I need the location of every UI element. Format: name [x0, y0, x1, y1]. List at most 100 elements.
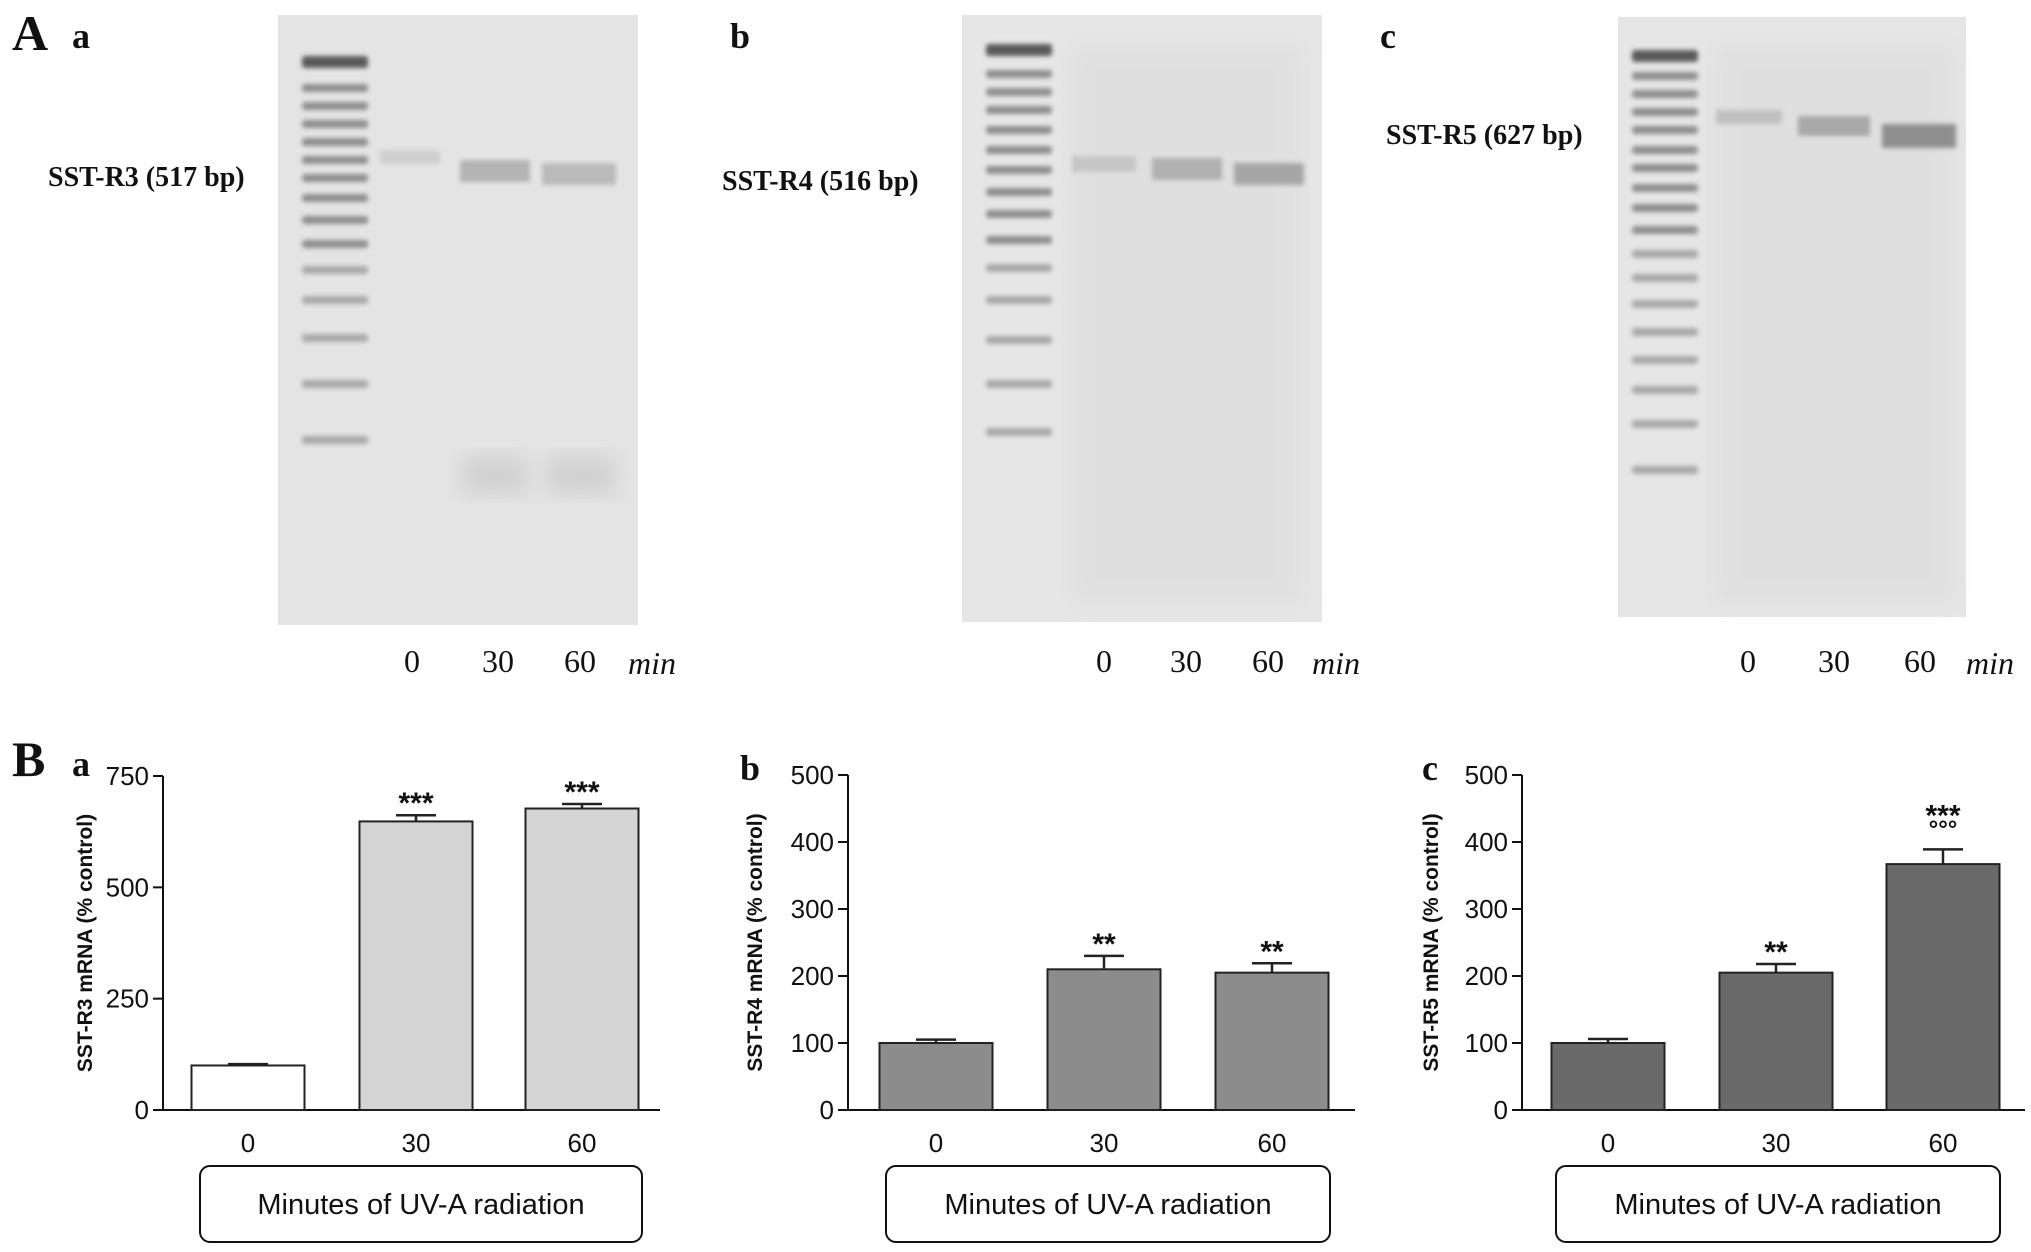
ladder-band — [1632, 72, 1698, 80]
ladder-band — [1632, 226, 1698, 234]
y-tick-label: 0 — [820, 1095, 834, 1125]
gel-b-lane-30: 30 — [1170, 643, 1202, 679]
ladder-band — [302, 56, 368, 68]
gel-panel-b: b SST-R4 (516 bp) 0 30 60 min — [722, 15, 1360, 681]
significance-marker: *** — [1925, 799, 1960, 832]
ladder-band — [986, 146, 1052, 154]
bar — [524, 807, 640, 1111]
bar — [190, 1064, 306, 1112]
x-tick-label: 60 — [1929, 1128, 1958, 1158]
ladder-band — [986, 336, 1052, 344]
gel-b-unit: min — [1312, 645, 1360, 681]
ladder-band — [1632, 356, 1698, 364]
gel-a-band-60 — [542, 163, 616, 185]
ladder-band — [986, 296, 1052, 304]
gel-a-sublabel: a — [72, 16, 90, 56]
gel-a-ladder — [302, 56, 368, 444]
bar — [1046, 968, 1162, 1111]
ladder-band — [302, 156, 368, 164]
ladder-band — [1632, 146, 1698, 154]
x-label-box — [1555, 1165, 2001, 1243]
gel-c-band-0 — [1716, 110, 1782, 124]
bar-chart-a: a 0 250 500 750 SST-R3 mRNA (% control) 0 30 ***… — [72, 744, 660, 1243]
x-tick-label: 0 — [241, 1128, 255, 1158]
gel-c-lane-30: 30 — [1818, 643, 1850, 679]
x-label-box — [199, 1165, 643, 1243]
ladder-band — [986, 188, 1052, 196]
y-tick-label: 200 — [791, 961, 834, 991]
gel-b-lane-60: 60 — [1252, 643, 1284, 679]
gel-b-lane-smear — [1070, 44, 1302, 604]
x-axis-label: Minutes of UV-A radiation — [1614, 1189, 1941, 1221]
ladder-band — [986, 166, 1052, 174]
gel-a-smear-30 — [462, 455, 528, 495]
ladder-band — [302, 266, 368, 274]
y-tick-label: 200 — [1465, 961, 1508, 991]
y-tick-label: 300 — [791, 894, 834, 924]
gel-a-lane-0: 0 — [404, 643, 420, 679]
ladder-band — [1632, 184, 1698, 192]
chart-sublabel: b — [740, 748, 760, 788]
bar — [1550, 1042, 1666, 1111]
gel-c-sublabel: c — [1380, 16, 1396, 56]
ladder-band — [1632, 328, 1698, 336]
gel-panel-a: a SST-R3 (517 bp) 0 30 60 min — [48, 15, 676, 681]
gel-a-band-30 — [460, 160, 530, 182]
significance-marker: *** — [398, 787, 433, 820]
gel-c-band-60 — [1882, 124, 1956, 148]
ladder-band — [986, 106, 1052, 114]
ladder-band — [302, 380, 368, 388]
gel-c-lane-0: 0 — [1740, 643, 1756, 679]
y-tick-label: 300 — [1465, 894, 1508, 924]
y-tick-label: 500 — [791, 760, 834, 790]
ladder-band — [986, 264, 1052, 272]
ladder-band — [986, 70, 1052, 78]
bar — [1885, 863, 2001, 1111]
gel-b-band-label: SST-R4 (516 bp) — [722, 166, 919, 197]
x-tick-label: 0 — [1601, 1128, 1615, 1158]
gel-a-band-0 — [380, 150, 440, 164]
gel-b-lane-0: 0 — [1096, 643, 1112, 679]
ladder-band — [302, 138, 368, 146]
significance-marker-2: °°° — [1929, 816, 1958, 843]
y-tick-label: 400 — [791, 827, 834, 857]
ladder-band — [1632, 274, 1698, 282]
significance-marker: ** — [1764, 936, 1788, 969]
bar — [878, 1042, 994, 1111]
chart-sublabel: a — [72, 744, 90, 784]
ladder-band — [302, 334, 368, 342]
ladder-band — [986, 44, 1052, 56]
gel-a-image — [278, 15, 638, 625]
chart-sublabel: c — [1422, 748, 1438, 788]
ladder-band — [302, 102, 368, 110]
ladder-band — [302, 296, 368, 304]
gel-c-lane-60: 60 — [1904, 643, 1936, 679]
y-tick-label: 0 — [1494, 1095, 1508, 1125]
bar — [1718, 971, 1834, 1112]
gel-c-ladder — [1632, 50, 1698, 474]
panel-b-label: B — [12, 731, 45, 787]
ladder-band — [1632, 250, 1698, 258]
ladder-band — [302, 436, 368, 444]
ladder-band — [1632, 50, 1698, 62]
y-tick-label: 100 — [1465, 1028, 1508, 1058]
ladder-band — [1632, 300, 1698, 308]
ladder-band — [302, 174, 368, 182]
ladder-band — [986, 88, 1052, 96]
ladder-band — [986, 126, 1052, 134]
x-tick-label: 0 — [929, 1128, 943, 1158]
gel-b-band-30 — [1152, 158, 1222, 180]
x-tick-label: 30 — [1762, 1128, 1791, 1158]
gel-c-band-label: SST-R5 (627 bp) — [1386, 120, 1583, 151]
y-axis-label: SST-R4 mRNA (% control) — [744, 813, 767, 1071]
y-tick-label: 500 — [1465, 760, 1508, 790]
ladder-band — [1632, 90, 1698, 98]
ladder-band — [302, 84, 368, 92]
y-tick-label: 400 — [1465, 827, 1508, 857]
y-tick-label: 750 — [106, 761, 149, 791]
ladder-band — [302, 240, 368, 248]
gel-a-band-label: SST-R3 (517 bp) — [48, 162, 245, 193]
gel-panel-c: c SST-R5 (627 bp) 0 30 60 min — [1380, 16, 2014, 681]
y-tick-label: 0 — [135, 1095, 149, 1125]
